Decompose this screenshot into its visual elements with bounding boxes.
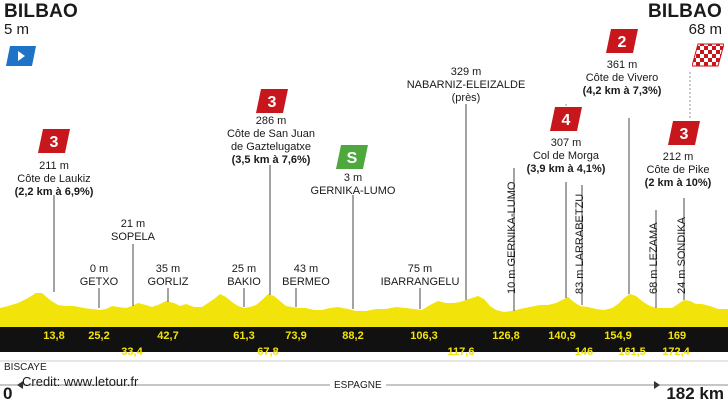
km-label: 25,2: [88, 330, 110, 342]
place-label-sopela: 21 m SOPELA: [110, 218, 156, 243]
start-city: BILBAO: [4, 1, 79, 22]
climb-cat-2-flag-icon: 2: [606, 29, 638, 53]
km-label: 33,4: [121, 346, 143, 358]
km-label: 67,8: [257, 346, 279, 358]
climb-label-san-juan: 286 m Côte de San Juan de Gaztelugatxe (…: [226, 115, 316, 166]
right-arrow-icon: [654, 381, 660, 389]
axis-start: 0: [3, 384, 13, 403]
svg-text:3: 3: [268, 94, 277, 111]
start-flag-icon: [6, 46, 36, 66]
start-altitude: 5 m: [4, 21, 30, 38]
climb-cat-4-flag-icon: 4: [550, 107, 582, 131]
km-label: 140,9: [548, 330, 576, 342]
km-label: 117,6: [447, 346, 475, 358]
axis-end: 182 km: [666, 384, 724, 403]
svg-text:4: 4: [562, 112, 571, 129]
svg-text:3: 3: [50, 134, 59, 151]
km-label: 169: [667, 330, 687, 342]
climb-label-laukiz: 211 m Côte de Laukiz (2,2 km à 6,9%): [14, 160, 94, 198]
place-label-ibarrangelu: 75 m IBARRANGELU: [380, 263, 460, 288]
km-label: 126,8: [492, 330, 520, 342]
left-arrow-icon: [17, 381, 23, 389]
km-label: 88,2: [342, 330, 364, 342]
finish-checkered-flag-icon: [692, 43, 724, 67]
climb-cat-3-flag-icon: 3: [668, 121, 700, 145]
elevation-profile: [0, 293, 728, 327]
svg-text:2: 2: [618, 34, 627, 51]
vertical-label-lezama: 68 m LEZAMA: [648, 222, 660, 294]
svg-text:3: 3: [680, 126, 689, 143]
km-label: 42,7: [157, 330, 179, 342]
climb-label-vivero: 361 m Côte de Vivero (4,2 km à 7,3%): [582, 59, 662, 97]
climb-cat-3-flag-icon: 3: [256, 89, 288, 113]
region-left: BISCAYE: [4, 362, 47, 373]
km-label: 172,4: [662, 346, 690, 358]
credit: Credit: www.letour.fr: [22, 374, 139, 389]
place-label-bakio: 25 m BAKIO: [227, 263, 261, 288]
vertical-label-gernika: 10 m GERNIKA-LUMO: [506, 181, 518, 294]
km-label: 146: [574, 346, 594, 358]
vertical-label-larrabetzu: 83 m LARRABETZU: [574, 193, 586, 294]
km-label: 106,3: [410, 330, 438, 342]
finish-altitude: 68 m: [688, 21, 722, 38]
finish-city: BILBAO: [647, 1, 722, 22]
sprint-flag-icon: S: [336, 145, 368, 169]
place-label-getxo: 0 m GETXO: [79, 263, 119, 288]
svg-text:S: S: [347, 150, 358, 167]
climb-cat-3-flag-icon: 3: [38, 129, 70, 153]
km-label: 161,5: [618, 346, 646, 358]
road-bar: [0, 327, 728, 352]
place-label-gorliz: 35 m GORLIZ: [147, 263, 189, 288]
marker-lines: [53, 104, 685, 311]
km-label: 13,8: [43, 330, 65, 342]
sprint-label-gernika: 3 m GERNIKA-LUMO: [310, 172, 396, 197]
place-label-bermeo: 43 m BERMEO: [282, 263, 330, 288]
region-center: ESPAGNE: [330, 381, 386, 391]
km-label: 73,9: [285, 330, 307, 342]
place-label-nabarniz: 329 m NABARNIZ-ELEIZALDE (près): [406, 66, 526, 104]
km-label: 61,3: [233, 330, 255, 342]
vertical-label-sondika: 24 m SONDIKA: [676, 216, 688, 294]
km-label: 154,9: [604, 330, 632, 342]
climb-label-pike: 212 m Côte de Pike (2 km à 10%): [644, 151, 712, 189]
climb-label-morga: 307 m Col de Morga (3,9 km à 4,1%): [526, 137, 606, 175]
